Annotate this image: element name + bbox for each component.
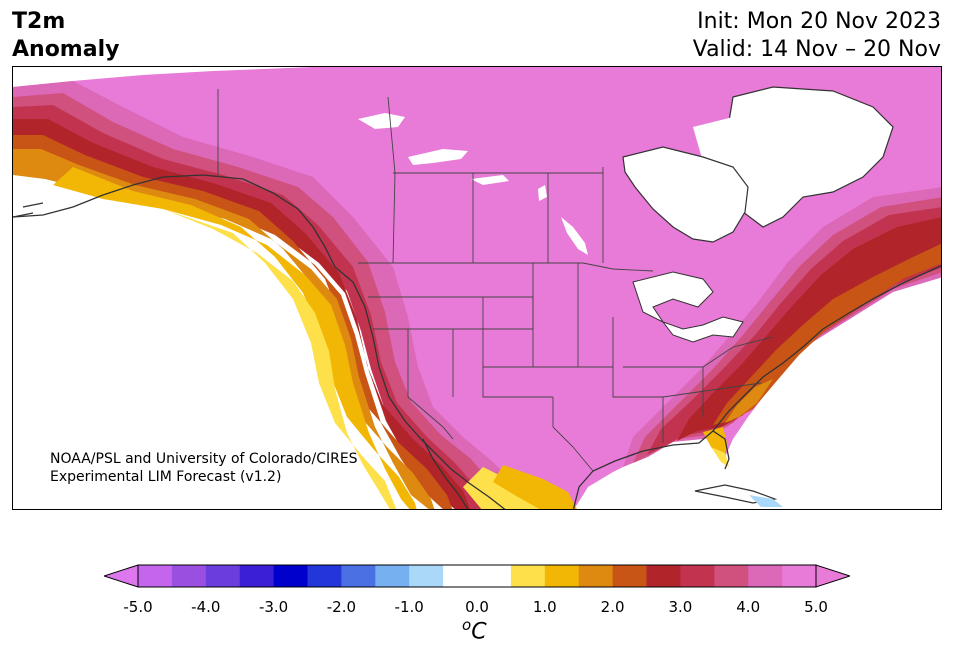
colorbar-tick-label: 3.0: [668, 598, 693, 616]
anomaly-map: NOAA/PSL and University of Colorado/CIRE…: [12, 66, 942, 510]
political-borders: [217, 89, 774, 472]
credit-line-2: Experimental LIM Forecast (v1.2): [50, 469, 282, 485]
colorbar-bin: [544, 565, 580, 587]
colorbar-bin: [714, 565, 749, 587]
colorbar-bin: [239, 565, 275, 587]
reindeer-lake: [538, 185, 547, 201]
colorbar-bins: [138, 565, 817, 587]
aleutian-islands: [13, 202, 44, 218]
great-slave-lake: [408, 149, 468, 165]
colorbar: [104, 564, 850, 588]
great-lakes: [632, 271, 744, 343]
colorbar-bin: [443, 565, 478, 587]
colorbar-tick-label: 1.0: [532, 598, 557, 616]
title-line-1: T2m: [12, 9, 66, 34]
cuba-cold-anomaly: [749, 495, 783, 507]
colorbar-tick-label: -2.0: [326, 598, 357, 616]
map-title: T2m Anomaly: [12, 8, 119, 64]
colorbar-bin: [409, 565, 444, 587]
colorbar-bin: [375, 565, 410, 587]
init-date: Init: Mon 20 Nov 2023: [697, 9, 941, 34]
colorbar-bin: [646, 565, 681, 587]
colorbar-bin: [273, 565, 308, 587]
forecast-dates: Init: Mon 20 Nov 2023 Valid: 14 Nov – 20…: [693, 8, 941, 64]
colorbar-tick-labels: -5.0 -4.0 -3.0 -2.0 -1.0 0.0 1.0 2.0 3.0 4.0 5.0: [0, 598, 953, 618]
colorbar-tick-label: -4.0: [191, 598, 221, 616]
valid-range: Valid: 14 Nov – 20 Nov: [692, 37, 941, 62]
pacific-coastline: [334, 266, 506, 509]
colorbar-bin: [782, 565, 817, 587]
colorbar-bin: [477, 565, 512, 587]
colorbar-unit: oC: [462, 616, 487, 644]
unit-celsius: C: [471, 619, 487, 645]
colorbar-tick-label: 0.0: [465, 598, 489, 616]
lake-winnipeg: [561, 217, 588, 255]
colorbar-bin: [307, 565, 342, 587]
alaska-coastline: [13, 174, 336, 268]
colorbar-bin: [138, 565, 173, 587]
credit-text: NOAA/PSL and University of Colorado/CIRE…: [50, 450, 358, 486]
colorbar-tick-label: -5.0: [123, 598, 153, 616]
atlantic-coastline: [712, 265, 941, 432]
colorbar-bin: [612, 565, 647, 587]
colorbar-tick-label: -3.0: [258, 598, 289, 616]
baja-coastline: [422, 438, 469, 509]
east-band-2.0: [713, 243, 941, 425]
unit-degree: o: [462, 616, 472, 634]
credit-line-1: NOAA/PSL and University of Colorado/CIRE…: [50, 451, 358, 467]
mexico-band-1.0: [493, 465, 577, 509]
gulf-coastline: [572, 430, 730, 509]
colorbar-bin: [510, 565, 546, 587]
colorbar-bin: [680, 565, 715, 587]
colorbar-over-arrow: [815, 564, 850, 588]
great-bear-lake: [358, 113, 405, 129]
map-svg: [13, 67, 941, 509]
colorbar-bin: [205, 565, 241, 587]
colorbar-outline: [137, 564, 817, 588]
hudson-bay: [622, 146, 749, 243]
colorbar-tick-label: -1.0: [394, 598, 424, 616]
lake-athabasca: [471, 175, 509, 185]
title-line-2: Anomaly: [12, 37, 120, 62]
colorbar-bin: [578, 565, 614, 587]
colorbar-bin: [748, 565, 783, 587]
colorbar-bin: [171, 565, 207, 587]
colorbar-tick-label: 4.0: [736, 598, 761, 616]
west-band-0.5: [163, 209, 397, 509]
colorbar-under-arrow: [104, 564, 139, 588]
colorbar-bin: [341, 565, 376, 587]
colorbar-tick-label: 5.0: [804, 598, 828, 616]
florida-band-0.5: [711, 447, 729, 467]
east-band-1.5: [725, 379, 773, 423]
colorbar-tick-label: 2.0: [600, 598, 625, 616]
